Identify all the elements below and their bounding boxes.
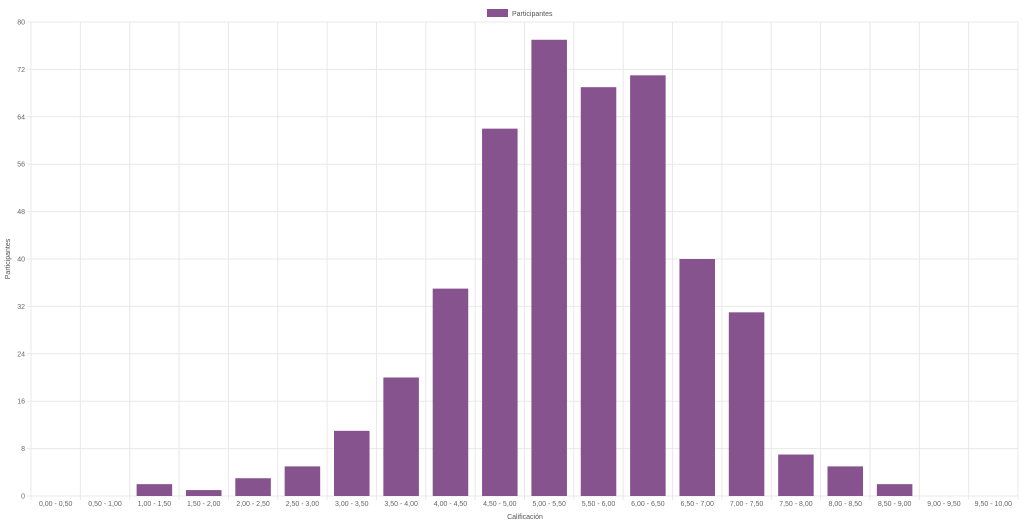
gridlines: [27, 21, 1019, 500]
bar: [827, 466, 864, 496]
bar: [876, 484, 913, 496]
x-tick-label: 0,50 - 1,00: [88, 501, 122, 508]
y-axis-ticks: 0 8 16 24 32 40 48 56 64 72 80: [17, 20, 25, 501]
legend-swatch: [487, 9, 508, 17]
x-tick-label: 7,00 - 7,50: [730, 501, 764, 508]
bar: [185, 490, 222, 496]
y-tick-label: 80: [17, 20, 25, 27]
x-tick-label: 3,00 - 3,50: [335, 501, 369, 508]
y-tick-label: 72: [17, 67, 25, 74]
x-tick-label: 4,00 - 4,50: [434, 501, 468, 508]
x-tick-label: 1,00 - 1,50: [138, 501, 172, 508]
y-tick-label: 0: [21, 494, 25, 501]
y-tick-label: 8: [21, 446, 25, 453]
y-tick-label: 32: [17, 304, 25, 311]
bars: [136, 39, 913, 497]
x-tick-label: 7,50 - 8,00: [779, 501, 813, 508]
x-tick-label: 9,50 - 10,00: [975, 501, 1012, 508]
y-tick-label: 56: [17, 162, 25, 169]
bar: [482, 128, 518, 496]
y-tick-label: 48: [17, 209, 25, 216]
bar: [531, 39, 567, 497]
x-tick-label: 6,50 - 7,00: [680, 501, 714, 508]
x-tick-label: 2,00 - 2,50: [236, 501, 270, 508]
x-tick-label: 2,50 - 3,00: [286, 501, 320, 508]
bar: [284, 466, 321, 496]
x-tick-label: 4,50 - 5,00: [483, 501, 517, 508]
bar: [728, 312, 765, 496]
bar: [235, 478, 271, 496]
y-tick-label: 24: [17, 351, 25, 358]
x-tick-label: 1,50 - 2,00: [187, 501, 221, 508]
legend[interactable]: Participantes: [487, 9, 553, 18]
x-tick-label: 8,00 - 8,50: [829, 501, 863, 508]
bar: [778, 454, 814, 496]
y-tick-label: 16: [17, 399, 25, 406]
bar: [580, 87, 617, 497]
x-tick-label: 8,50 - 9,00: [878, 501, 912, 508]
x-tick-label: 9,00 - 9,50: [927, 501, 961, 508]
x-tick-label: 3,50 - 4,00: [384, 501, 418, 508]
legend-label: Participantes: [512, 11, 553, 18]
bar: [383, 377, 419, 496]
x-tick-label: 0,00 - 0,50: [39, 501, 73, 508]
y-tick-label: 40: [17, 257, 25, 264]
bar: [630, 75, 666, 496]
x-axis-title: Calificación: [507, 514, 543, 521]
x-tick-label: 5,50 - 6,00: [582, 501, 616, 508]
x-tick-label: 5,00 - 5,50: [532, 501, 566, 508]
x-axis-ticks: 0,00 - 0,50 0,50 - 1,00 1,00 - 1,50 1,50 - …: [39, 501, 1012, 508]
x-tick-label: 6,00 - 6,50: [631, 501, 665, 508]
y-tick-label: 64: [17, 114, 25, 121]
bar: [679, 259, 715, 496]
y-axis-title: Participantes: [5, 238, 12, 279]
bar: [334, 430, 370, 496]
bar: [136, 484, 173, 496]
bar: [432, 288, 469, 496]
